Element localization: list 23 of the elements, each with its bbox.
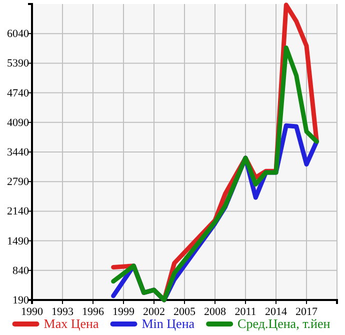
x-tick-label: 1993 xyxy=(52,306,74,318)
y-tick-label: 840 xyxy=(12,264,30,277)
x-tick-label: 1996 xyxy=(82,306,104,318)
legend-label: Сред.Цена, т.йен xyxy=(238,316,330,331)
y-tick-label: 190 xyxy=(12,294,30,307)
x-tick-label: 2008 xyxy=(204,306,226,318)
y-tick-label: 6040 xyxy=(7,28,30,40)
legend-label: Max Цена xyxy=(44,316,99,331)
x-tick-label: 1999 xyxy=(112,306,135,318)
y-tick-label: 4090 xyxy=(7,116,30,129)
x-tick-label: 2011 xyxy=(234,306,256,318)
y-tick-label: 5390 xyxy=(7,58,30,70)
y-tick-label: 2140 xyxy=(7,206,30,218)
x-tick-label: 2014 xyxy=(265,306,288,318)
y-tick-label: 2790 xyxy=(7,176,30,188)
legend-label: Min Цена xyxy=(142,316,195,331)
x-tick-label: 2005 xyxy=(174,306,196,318)
y-tick-label: 3440 xyxy=(7,146,30,159)
x-tick-label: 2002 xyxy=(143,306,165,318)
y-tick-label: 1490 xyxy=(7,235,30,248)
x-tick-label: 2017 xyxy=(296,306,318,318)
y-tick-label: 4740 xyxy=(7,87,30,100)
x-tick-label: 1990 xyxy=(21,306,44,318)
